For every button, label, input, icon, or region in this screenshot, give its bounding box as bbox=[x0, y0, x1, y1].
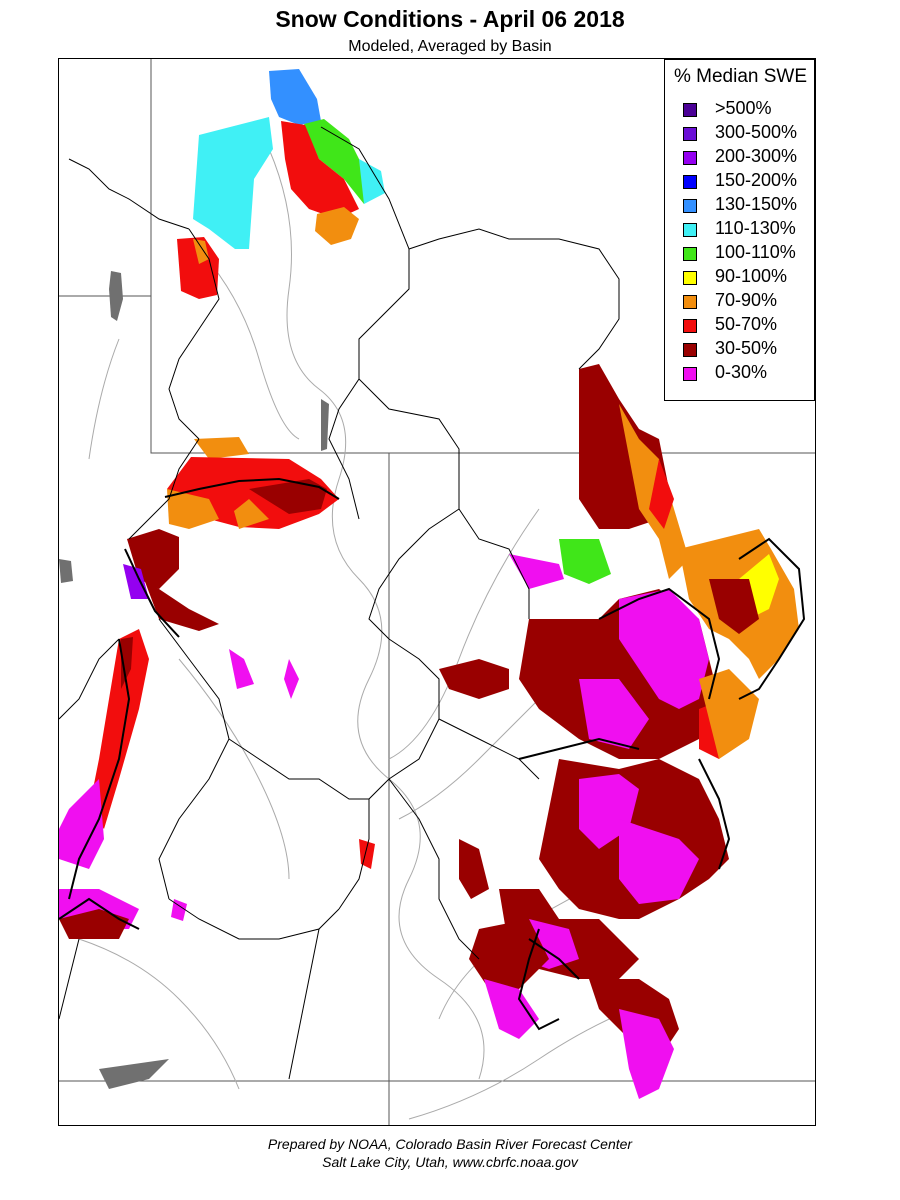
footer-line-2: Salt Lake City, Utah, www.cbrfc.noaa.gov bbox=[322, 1154, 578, 1170]
footer-line-1: Prepared by NOAA, Colorado Basin River F… bbox=[267, 1136, 633, 1152]
basin-boundaries bbox=[59, 126, 620, 1080]
legend-label: 150-200% bbox=[715, 170, 798, 190]
legend-label: 200-300% bbox=[715, 146, 798, 166]
legend-swatch bbox=[683, 151, 697, 165]
legend-swatch bbox=[683, 127, 697, 141]
legend-swatch bbox=[683, 271, 697, 285]
legend-label: 30-50% bbox=[715, 338, 778, 358]
legend-label: 100-110% bbox=[715, 242, 796, 262]
legend-swatch bbox=[683, 223, 697, 237]
legend-swatch bbox=[683, 295, 697, 309]
legend-swatch bbox=[683, 367, 697, 381]
legend-label: >500% bbox=[715, 98, 772, 118]
legend-swatch bbox=[683, 199, 697, 213]
basin-map bbox=[59, 59, 815, 1125]
legend-label: 90-100% bbox=[715, 266, 788, 286]
legend-swatch bbox=[683, 319, 697, 333]
legend-swatch bbox=[683, 343, 697, 357]
region-boundaries bbox=[59, 477, 806, 1031]
snow-coverage bbox=[59, 69, 799, 1099]
legend-swatch bbox=[683, 175, 697, 189]
map-subtitle: Modeled, Averaged by Basin bbox=[348, 38, 552, 55]
legend-label: 130-150% bbox=[715, 194, 798, 214]
legend: % Median SWE >500% 300-500% 200-300% 150… bbox=[664, 59, 815, 401]
legend-label: 0-30% bbox=[715, 362, 768, 382]
map-title: Snow Conditions - April 06 2018 bbox=[275, 6, 625, 32]
legend-label: 70-90% bbox=[715, 290, 778, 310]
legend-label: 110-130% bbox=[715, 218, 796, 238]
legend-label: 300-500% bbox=[715, 122, 798, 142]
legend-label: 50-70% bbox=[715, 314, 778, 334]
legend-swatch bbox=[683, 103, 697, 117]
legend-swatch bbox=[683, 247, 697, 261]
legend-title: % Median SWE bbox=[673, 66, 808, 87]
lakes bbox=[59, 271, 329, 1089]
